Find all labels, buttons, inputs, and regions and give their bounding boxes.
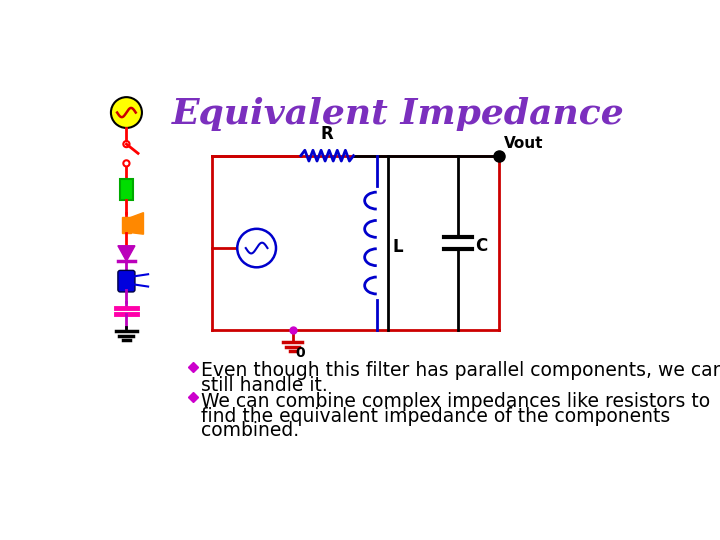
Polygon shape (118, 246, 135, 261)
Circle shape (111, 97, 142, 128)
Text: Vout: Vout (504, 136, 544, 151)
Text: C: C (475, 237, 487, 255)
FancyBboxPatch shape (122, 217, 131, 233)
Text: Equivalent Impedance: Equivalent Impedance (171, 97, 624, 131)
Circle shape (123, 160, 130, 166)
FancyBboxPatch shape (118, 271, 135, 292)
Text: R: R (321, 125, 333, 143)
Text: still handle it.: still handle it. (201, 376, 328, 395)
Text: 0: 0 (295, 346, 305, 360)
Text: find the equivalent impedance of the components: find the equivalent impedance of the com… (201, 407, 670, 426)
Polygon shape (131, 213, 143, 234)
Text: Even though this filter has parallel components, we can: Even though this filter has parallel com… (201, 361, 720, 380)
Circle shape (238, 229, 276, 267)
Text: We can combine complex impedances like resistors to: We can combine complex impedances like r… (201, 392, 710, 411)
Text: combined.: combined. (201, 421, 299, 440)
Circle shape (123, 141, 130, 147)
FancyBboxPatch shape (120, 179, 132, 200)
Text: L: L (392, 238, 403, 256)
